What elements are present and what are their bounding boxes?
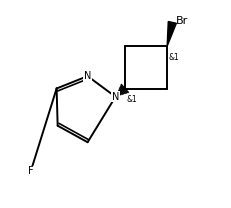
Text: &1: &1 — [127, 95, 138, 104]
Text: N: N — [112, 92, 119, 102]
Polygon shape — [167, 21, 176, 46]
Text: &1: &1 — [169, 53, 179, 62]
Text: Br: Br — [175, 16, 188, 26]
Text: N: N — [84, 71, 91, 81]
Text: F: F — [28, 166, 33, 176]
